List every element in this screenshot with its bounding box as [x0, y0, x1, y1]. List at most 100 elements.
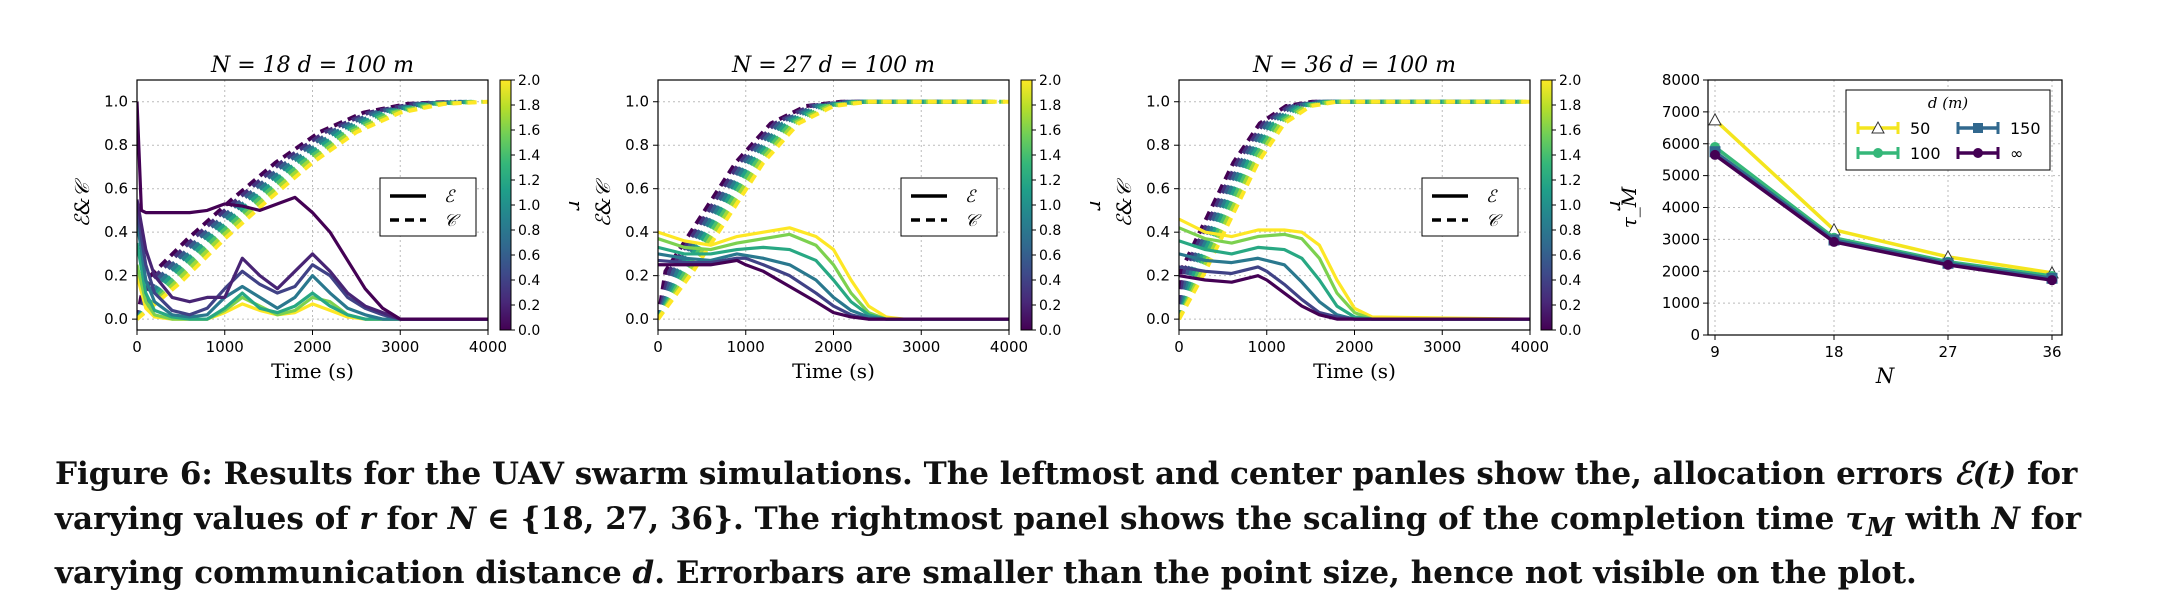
plot-frame — [657, 79, 1010, 331]
legend-marker — [1973, 148, 1983, 158]
chart-title: N = 27 d = 100 m — [731, 53, 935, 78]
y-tick-label: 2000 — [1662, 262, 1700, 280]
error-line — [137, 242, 488, 321]
error-line — [137, 199, 488, 321]
colorbar-tick-label: 0.0 — [518, 323, 540, 339]
data-point — [1708, 112, 1722, 126]
legend-label: 50 — [1910, 119, 1930, 138]
caption-symbol-r: r — [359, 501, 376, 537]
coverage-line — [1179, 99, 1520, 320]
y-axis-label: ℰ&𝒞 — [70, 177, 94, 227]
error-line — [137, 101, 488, 321]
panel-n27: 0 1000 2000 3000 4000 0.0 0.2 0.4 0.6 0.8 1.0 N = 2… — [591, 53, 1109, 383]
y-tick-label: 1.0 — [1146, 93, 1170, 111]
x-tick-label: 0 — [132, 338, 142, 356]
colorbar-tick-label: 0.4 — [518, 273, 540, 289]
plot-frame — [136, 79, 489, 331]
error-line — [1179, 274, 1530, 321]
colorbar-tick-label: 0.2 — [518, 298, 540, 314]
x-axis-label: Time (s) — [792, 359, 875, 383]
plot-frame — [1707, 79, 2063, 336]
caption-symbol-error: ℰ(t) — [1953, 456, 2017, 492]
x-tick-label: 1000 — [1248, 338, 1286, 356]
coverage-line — [1179, 99, 1530, 321]
y-tick-label: 3000 — [1662, 230, 1700, 248]
coverage-line — [137, 99, 473, 321]
error-line — [1179, 226, 1530, 321]
x-tick-label: 1000 — [206, 338, 244, 356]
x-tick-label: 4000 — [990, 338, 1028, 356]
caption-symbol-tau-sub: M — [1866, 513, 1895, 544]
error-line — [658, 226, 1009, 321]
error-line — [658, 245, 1009, 321]
x-tick-label: 9 — [1710, 343, 1720, 361]
plot-area — [1179, 99, 1530, 321]
x-tick-label: 0 — [653, 338, 663, 356]
x-axis-label: Time (s) — [1313, 359, 1396, 383]
plot-area — [658, 99, 1009, 321]
plot-area — [137, 99, 488, 321]
legend-marker — [1871, 120, 1885, 134]
error-line — [658, 258, 1009, 321]
x-tick-label: 1000 — [727, 338, 765, 356]
colorbar-label: r — [1085, 200, 1109, 211]
x-tick-label: 18 — [1824, 343, 1843, 361]
coverage-line — [137, 99, 452, 320]
colorbar-label: r — [1605, 200, 1629, 211]
legend-label: ∞ — [2010, 144, 2023, 163]
x-tick-label: 27 — [1938, 343, 1957, 361]
error-line — [658, 232, 1009, 321]
legend-label-error: ℰ — [965, 187, 977, 207]
colorbar-tick-label: 0.2 — [1559, 298, 1581, 314]
colorbar-tick-label: 0.6 — [1039, 248, 1061, 264]
caption-part-2: for varying values of — [55, 456, 2078, 537]
y-axis-label: ℰ&𝒞 — [1112, 177, 1136, 227]
y-tick-label: 8000 — [1662, 71, 1700, 89]
x-tick-label: 3000 — [381, 338, 419, 356]
y-tick-label: 0.0 — [1146, 310, 1170, 328]
caption-part-3: for — [375, 501, 448, 537]
x-axis-label: N — [1875, 364, 1895, 388]
y-axis-label: ℰ&𝒞 — [591, 177, 615, 227]
y-tick-label: 1.0 — [104, 93, 128, 111]
y-tick-label: 0.2 — [1146, 267, 1170, 285]
colorbar-tick-label: 2.0 — [518, 73, 540, 89]
colorbar-tick-label: 1.0 — [1559, 198, 1581, 214]
caption-symbol-n2: N — [1991, 501, 2020, 537]
data-point — [1710, 149, 1720, 160]
y-tick-label: 0 — [1690, 326, 1700, 344]
y-tick-label: 0.8 — [1146, 136, 1170, 154]
colorbar-tick-label: 0.4 — [1559, 273, 1581, 289]
colorbar-tick-label: 0.8 — [518, 223, 540, 239]
colorbar-tick-label: 1.4 — [1039, 148, 1061, 164]
x-tick-label: 0 — [1174, 338, 1184, 356]
y-tick-label: 1000 — [1662, 294, 1700, 312]
colorbar-tick-label: 0.8 — [1559, 223, 1581, 239]
caption-part-6: for varying communication distance — [55, 501, 2082, 592]
y-tick-label: 0.2 — [625, 267, 649, 285]
series-line-1 — [1713, 145, 2053, 278]
error-line — [658, 252, 1009, 321]
y-tick-label: 0.0 — [104, 310, 128, 328]
legend-marker — [1873, 148, 1883, 158]
coverage-line — [658, 99, 982, 320]
x-tick-label: 4000 — [1511, 338, 1549, 356]
series-line-0 — [1713, 118, 2053, 275]
caption-part-1: Figure 6: Results for the UAV swarm simu… — [55, 456, 1954, 492]
series-line-2 — [1713, 150, 2053, 280]
x-tick-label: 3000 — [1423, 338, 1461, 356]
legend-box — [1421, 177, 1519, 237]
y-tick-label: 0.6 — [1146, 180, 1170, 198]
y-tick-label: 0.4 — [625, 223, 649, 241]
colorbar-tick-label: 2.0 — [1039, 73, 1061, 89]
y-tick-label: 1.0 — [625, 93, 649, 111]
coverage-line — [137, 99, 478, 321]
caption-part-5: with — [1894, 501, 1992, 537]
x-tick-label: 2000 — [814, 338, 852, 356]
error-line — [137, 221, 488, 321]
y-tick-label: 0.2 — [104, 267, 128, 285]
colorbar-tick-label: 0.6 — [1559, 248, 1581, 264]
data-point — [1829, 236, 1839, 247]
colorbar-tick-label: 1.8 — [518, 98, 540, 114]
y-tick-label: 6000 — [1662, 135, 1700, 153]
